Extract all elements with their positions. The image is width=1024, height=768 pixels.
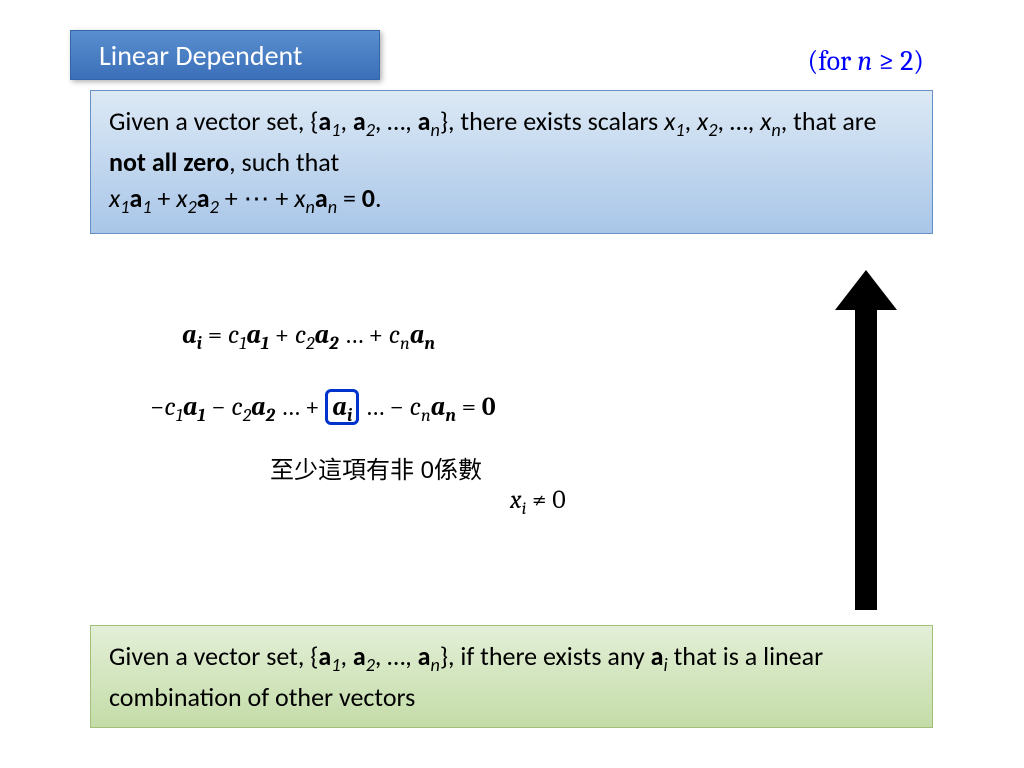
e2-a2: a xyxy=(251,392,266,422)
bb-emph: not all zero xyxy=(109,146,229,178)
bb-xa2: x xyxy=(176,182,187,214)
bb-s5: , xyxy=(717,105,729,137)
bb-a2: a xyxy=(353,105,366,137)
note-text: 至少這項有非 0係數 xyxy=(270,450,482,485)
e1-an: a xyxy=(410,320,425,350)
bb-eq: = xyxy=(337,182,362,214)
title-text: Linear Dependent xyxy=(99,38,302,73)
bb-aan: a xyxy=(315,182,328,214)
gb-ai: a xyxy=(651,640,664,672)
equation-1: ai = c1a1 + c2a2 … + cnan xyxy=(182,320,435,354)
e2-p: + xyxy=(305,392,325,422)
e2-m3: − xyxy=(390,392,404,422)
gb-ell: … xyxy=(387,640,405,672)
gb-an: a xyxy=(418,640,431,672)
bb-an: a xyxy=(418,105,431,137)
gb-s3: , xyxy=(405,640,417,672)
bb-aa2: a xyxy=(197,182,210,214)
e2-cn: c xyxy=(410,392,421,422)
bb-ell: … xyxy=(387,105,405,137)
e2-d2: … xyxy=(359,392,389,422)
e1-p1: + xyxy=(269,320,295,350)
bb-per: . xyxy=(375,182,382,214)
bb-suf1: }, there exists scalars xyxy=(440,105,664,137)
e1-c1: c xyxy=(228,320,239,350)
gb-s1: , xyxy=(340,640,352,672)
gb-s2: , xyxy=(375,640,387,672)
bb-ell2: … xyxy=(730,105,748,137)
e2-a1: a xyxy=(183,392,198,422)
gb-a2: a xyxy=(353,640,366,672)
bb-suf2: , that are xyxy=(781,105,877,137)
e3-x: x xyxy=(510,485,522,515)
gb-prefix: Given a vector set, { xyxy=(109,640,318,672)
e2-bs: i xyxy=(347,405,352,426)
e2-z: 0 xyxy=(482,392,496,422)
bb-x1: x xyxy=(664,105,675,137)
e2-an: a xyxy=(431,392,446,422)
bb-xn: x xyxy=(760,105,771,137)
bb-p1: + xyxy=(152,182,177,214)
e1-p2: + xyxy=(369,320,389,350)
gb-a1: a xyxy=(318,640,331,672)
subtitle-var: n xyxy=(857,45,872,77)
e2-c1: c xyxy=(164,392,175,422)
boxed-term: ai xyxy=(325,389,359,425)
bb-s1: , xyxy=(340,105,352,137)
e2-eq: = xyxy=(456,392,482,422)
e1-eq: = xyxy=(202,320,228,350)
bb-x2: x xyxy=(697,105,708,137)
bb-s3: , xyxy=(405,105,417,137)
subtitle-left: (for xyxy=(808,45,858,77)
bb-a1: a xyxy=(318,105,331,137)
e2-m1: − xyxy=(150,392,164,422)
bb-p2: + xyxy=(219,182,244,214)
subtitle: (for n ≥ 2) xyxy=(808,45,924,77)
bb-aa1: a xyxy=(129,182,142,214)
bb-xan: x xyxy=(294,182,305,214)
subtitle-op: ≥ 2) xyxy=(872,45,924,77)
bb-prefix: Given a vector set, { xyxy=(109,105,318,137)
arrow-shaft xyxy=(855,300,877,610)
gb-suf1: }, if there exists any xyxy=(440,640,651,672)
equation-3: xi ≠ 0 xyxy=(510,485,566,519)
definition-box-top: Given a vector set, {a1, a2, …, an}, the… xyxy=(90,90,933,234)
e2-c2: c xyxy=(231,392,242,422)
e1-a2: a xyxy=(315,320,330,350)
bb-suf3: , such that xyxy=(229,146,339,178)
e3-ne: ≠ 0 xyxy=(526,485,565,515)
up-arrow xyxy=(835,270,895,610)
bb-zero: 0 xyxy=(362,182,375,214)
bb-xa1: x xyxy=(109,182,120,214)
e1-c2: c xyxy=(295,320,306,350)
definition-box-bottom: Given a vector set, {a1, a2, …, an}, if … xyxy=(90,625,933,728)
bb-s4: , xyxy=(685,105,697,137)
equation-2: −c1a1 − c2a2 … + ai … − cnan = 0 xyxy=(150,392,496,426)
bb-s6: , xyxy=(748,105,760,137)
e2-m2: − xyxy=(211,392,225,422)
e1-a: a xyxy=(182,320,197,350)
e2-ba: a xyxy=(332,392,347,422)
bb-dots: ⋯ xyxy=(244,182,276,214)
bb-s2: , xyxy=(375,105,387,137)
e1-d: … xyxy=(338,320,368,350)
title-tab: Linear Dependent xyxy=(70,30,380,80)
e1-cn: c xyxy=(389,320,400,350)
e2-d1: … xyxy=(275,392,305,422)
e1-a1: a xyxy=(246,320,261,350)
bb-p3: + xyxy=(275,182,294,214)
